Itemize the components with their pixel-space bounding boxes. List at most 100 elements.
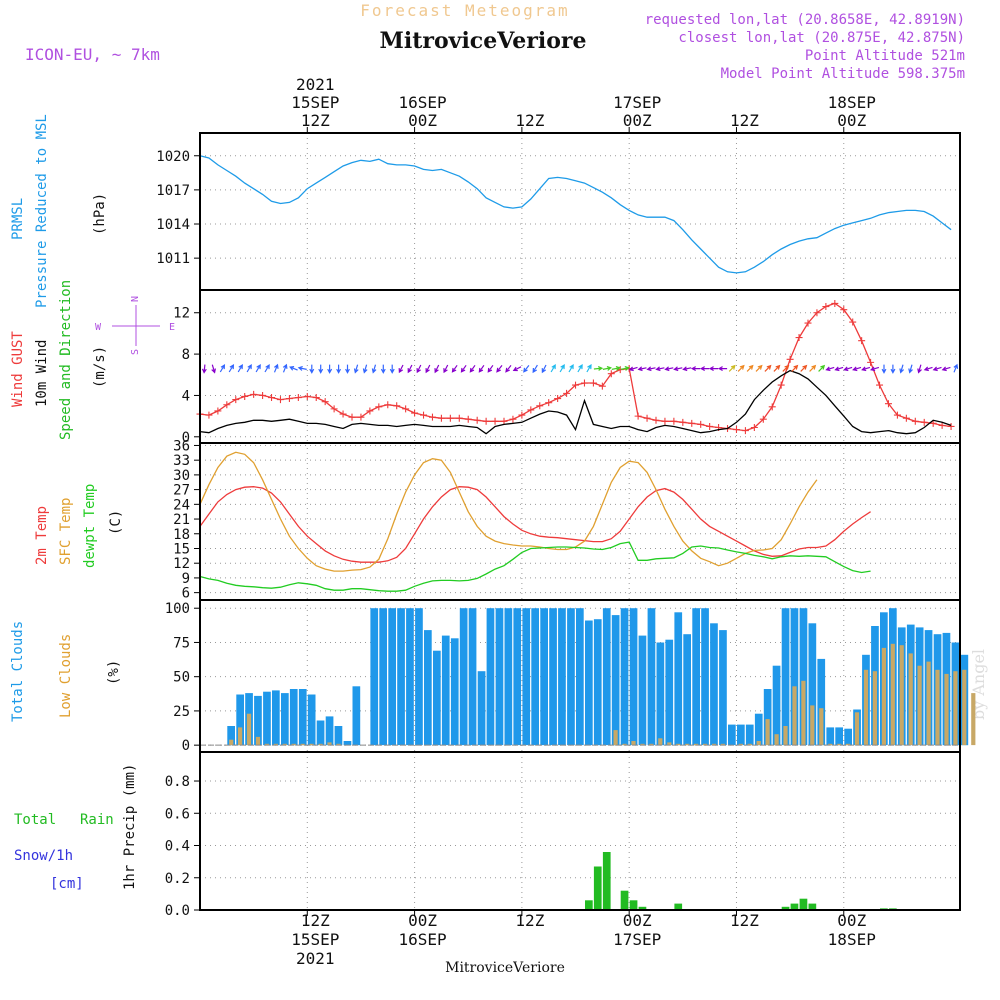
wind-arrow [398,364,404,374]
bar-total-clouds [763,689,772,746]
gust-point [947,422,955,430]
wind-arrow [682,366,692,372]
gust-point [411,409,419,417]
wind-arrow [496,365,503,373]
bar-total-clouds [316,720,325,746]
bar-total-clouds [745,724,754,746]
top-time-label: 18SEP [828,93,876,112]
gust-point [804,319,812,327]
wind-arrow [890,364,896,374]
bar-low-clouds [971,693,976,746]
bottom-time-label: 12Z [515,911,544,930]
gust-point [491,417,499,425]
bar-low-clouds [962,669,967,746]
y-tick-label: 12 [173,556,190,572]
gust-point [920,418,928,426]
bar-low-clouds [801,680,806,746]
wind-arrow [264,364,270,373]
y-tick-label: 1011 [156,251,190,267]
gust-point [205,411,213,419]
gust-point [938,421,946,429]
bar-low-clouds [685,743,690,746]
bar-low-clouds [291,743,296,746]
clouds-unit: (%) [106,660,122,685]
bottom-time-label: 00Z [408,911,437,930]
bar-total-clouds [424,630,432,746]
wind-arrow [699,366,710,372]
wind-arrow [460,364,467,373]
top-time-label: 00Z [408,111,437,130]
bar-low-clouds [658,738,663,746]
bar-total-clouds [656,642,665,746]
wind-arrow [755,364,763,372]
bar-low-clouds [318,743,323,746]
gust-point [446,414,454,422]
gust-point [241,392,249,400]
bar-total-clouds [254,695,262,746]
bar-total-clouds [272,690,280,746]
y-tick-label: 36 [173,438,190,454]
bar-low-clouds [854,712,860,746]
bar-low-clouds [926,661,931,746]
bar-low-clouds [881,647,886,746]
gust-point [294,394,302,402]
bar-total-clouds [665,639,674,746]
wind-arrow [869,366,880,372]
wind-arrow [646,366,656,372]
bar-low-clouds [622,743,627,746]
wind-speed-dir-label: Speed and Direction [58,280,74,440]
wind-arrow [852,366,862,372]
closest-coords: closest lon,lat (20.875E, 42.875N) [678,30,965,46]
pressure-unit: (hPa) [92,193,108,235]
gust-point [741,427,749,435]
bottom-time-label: 00Z [623,911,652,930]
gust-point [473,416,481,424]
bar-low-clouds [238,727,243,746]
wind-arrow [336,364,342,374]
bar-total-clouds [263,691,271,746]
y-tick-label: 1020 [156,149,190,165]
bar-total-clouds [540,608,548,746]
series-line-2m-temp [199,486,871,563]
bar-total-rain [602,852,611,910]
bar-total-clouds [593,619,602,746]
series-line-sfc-temp [199,451,818,572]
top-time-label: 00Z [623,111,652,130]
gust-point [375,403,383,411]
bar-total-rain [674,903,683,910]
gust-point [276,396,284,404]
top-time-label: 12Z [515,111,544,130]
gust-point [268,394,276,402]
bar-total-clouds [450,638,459,746]
gust-point [348,413,356,421]
gust-point [652,416,660,424]
bar-low-clouds [774,734,779,746]
bar-low-clouds [792,686,797,746]
y-tick-label: 100 [165,601,190,617]
temp-unit: (C) [108,510,124,535]
y-tick-label: 15 [173,541,190,557]
bar-low-clouds [738,743,743,746]
bar-total-clouds [701,608,709,746]
bar-total-clouds [343,741,352,746]
low-clouds-label: Low Clouds [58,634,74,718]
bar-low-clouds [309,743,314,746]
bar-total-clouds [370,608,379,746]
bar-low-clouds [846,743,851,746]
wind-arrow [602,366,612,371]
prmsl-label: PRMSL [10,198,26,240]
bar-total-clouds [835,727,843,746]
gust-point [849,318,857,326]
bar-low-clouds [702,743,708,746]
bar-low-clouds [810,705,815,746]
bar-total-clouds [799,608,808,746]
gust-point [572,381,580,389]
wind-arrow [327,364,333,374]
y-tick-label: 18 [173,527,190,543]
wind-arrow [673,366,683,372]
gust-point [867,358,875,366]
y-tick-label: 0.4 [165,839,190,855]
series-line-prmsl [199,155,952,274]
